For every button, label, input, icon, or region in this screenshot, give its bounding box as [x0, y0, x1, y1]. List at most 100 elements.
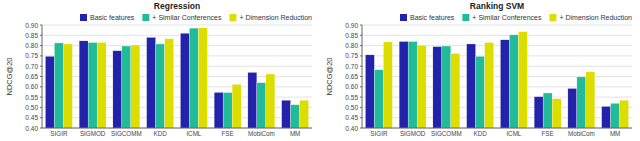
y-axis-label: NDCG@20: [325, 57, 334, 95]
bar: [63, 44, 72, 128]
grid-line: [362, 25, 632, 26]
legend-label: + Dimension Reduction: [239, 14, 312, 21]
y-axis-label: NDCG@20: [5, 57, 14, 95]
legend-label: + Similar Conferences: [472, 14, 542, 21]
x-axis-line: [362, 128, 632, 129]
bar: [620, 100, 629, 128]
bar: [113, 51, 122, 128]
x-tick-label: ICML: [506, 130, 521, 137]
grid-line: [42, 128, 312, 129]
bar: [156, 44, 165, 128]
bar: [485, 43, 494, 128]
x-tick-label: SIGMOD: [400, 130, 426, 137]
y-tick-label: 0.70: [25, 63, 38, 70]
bar: [54, 43, 63, 128]
x-axis-line: [42, 128, 312, 129]
legend-swatch: [462, 14, 469, 21]
bar: [131, 45, 140, 128]
bar: [383, 42, 392, 128]
y-tick-label: 0.55: [25, 94, 38, 101]
legend-swatch: [229, 14, 236, 21]
chart-panel: Regression Basic features + Similar Confer…: [5, 1, 313, 141]
bar: [214, 92, 223, 128]
legend-label: Basic features: [410, 14, 455, 21]
x-tick-label: SIGIR: [370, 130, 388, 137]
bars: [45, 28, 308, 128]
bar: [266, 74, 275, 128]
y-tick-label: 0.40: [345, 125, 358, 132]
y-tick-label: 0.45: [25, 114, 38, 121]
bar: [577, 77, 586, 128]
legend-label: Basic features: [90, 14, 135, 21]
y-tick-label: 0.90: [345, 22, 358, 29]
bar: [552, 99, 561, 128]
bar: [433, 47, 442, 128]
chart-title: Regression: [154, 1, 200, 11]
bar: [248, 72, 257, 128]
bar: [147, 37, 156, 128]
bar: [282, 100, 291, 128]
bar: [374, 70, 383, 128]
y-tick-label: 0.45: [345, 114, 358, 121]
bar: [543, 93, 552, 128]
legend-swatch: [142, 14, 149, 21]
bar: [365, 55, 374, 128]
y-tick-label: 0.75: [345, 52, 358, 59]
chart-canvas: Regression Basic features + Similar Confer…: [0, 0, 640, 141]
bar: [518, 32, 527, 128]
bar: [165, 39, 174, 128]
x-tick-label: ICML: [186, 130, 201, 137]
bar: [568, 88, 577, 128]
grid-line: [42, 35, 312, 36]
bar: [408, 41, 417, 128]
bar: [534, 97, 543, 128]
x-tick-label: SIGCOMM: [431, 130, 462, 137]
bar: [223, 93, 232, 128]
bar: [88, 43, 97, 128]
x-tick-label: KDD: [154, 130, 168, 137]
bar: [300, 100, 309, 128]
y-tick-label: 0.50: [345, 104, 358, 111]
y-tick-label: 0.80: [345, 42, 358, 49]
legend-item: Basic features: [80, 14, 135, 21]
legend-item: + Similar Conferences: [142, 14, 222, 21]
bar: [45, 56, 54, 128]
chart-title: Ranking SVM: [470, 1, 524, 11]
bar: [467, 44, 476, 128]
grid-line: [42, 25, 312, 26]
bar: [257, 83, 266, 128]
legend-label: + Dimension Reduction: [559, 14, 632, 21]
bar: [79, 41, 88, 128]
bar: [291, 105, 300, 128]
x-tick-label: MM: [290, 130, 300, 137]
legend-item: + Dimension Reduction: [549, 14, 632, 21]
y-tick-label: 0.70: [345, 63, 358, 70]
bar: [586, 72, 595, 128]
x-tick-label: FSE: [222, 130, 234, 137]
y-tick-label: 0.65: [345, 73, 358, 80]
legend-swatch: [80, 14, 87, 21]
legend-item: Basic features: [400, 14, 455, 21]
bar: [476, 56, 485, 128]
bar: [442, 46, 451, 128]
legend-item: + Dimension Reduction: [229, 14, 312, 21]
bar: [189, 28, 198, 128]
x-tick-label: SIGCOMM: [111, 130, 142, 137]
legend: Basic features + Similar Conferences + Dim…: [80, 14, 312, 21]
bar: [232, 84, 241, 128]
legend-label: + Similar Conferences: [152, 14, 222, 21]
y-tick-label: 0.85: [25, 32, 38, 39]
x-tick-label: KDD: [474, 130, 488, 137]
y-axis-line: [362, 25, 363, 128]
chart-panel: Ranking SVM Basic features + Similar Confe…: [325, 1, 633, 141]
y-tick-label: 0.90: [25, 22, 38, 29]
grid-line: [362, 35, 632, 36]
bar: [602, 106, 611, 128]
bar: [451, 53, 460, 128]
grid-line: [362, 128, 632, 129]
y-tick-label: 0.65: [25, 73, 38, 80]
bar: [417, 45, 426, 128]
legend: Basic features + Similar Conferences + Dim…: [400, 14, 632, 21]
x-tick-label: SIGMOD: [80, 130, 106, 137]
x-tick-label: SIGIR: [50, 130, 68, 137]
